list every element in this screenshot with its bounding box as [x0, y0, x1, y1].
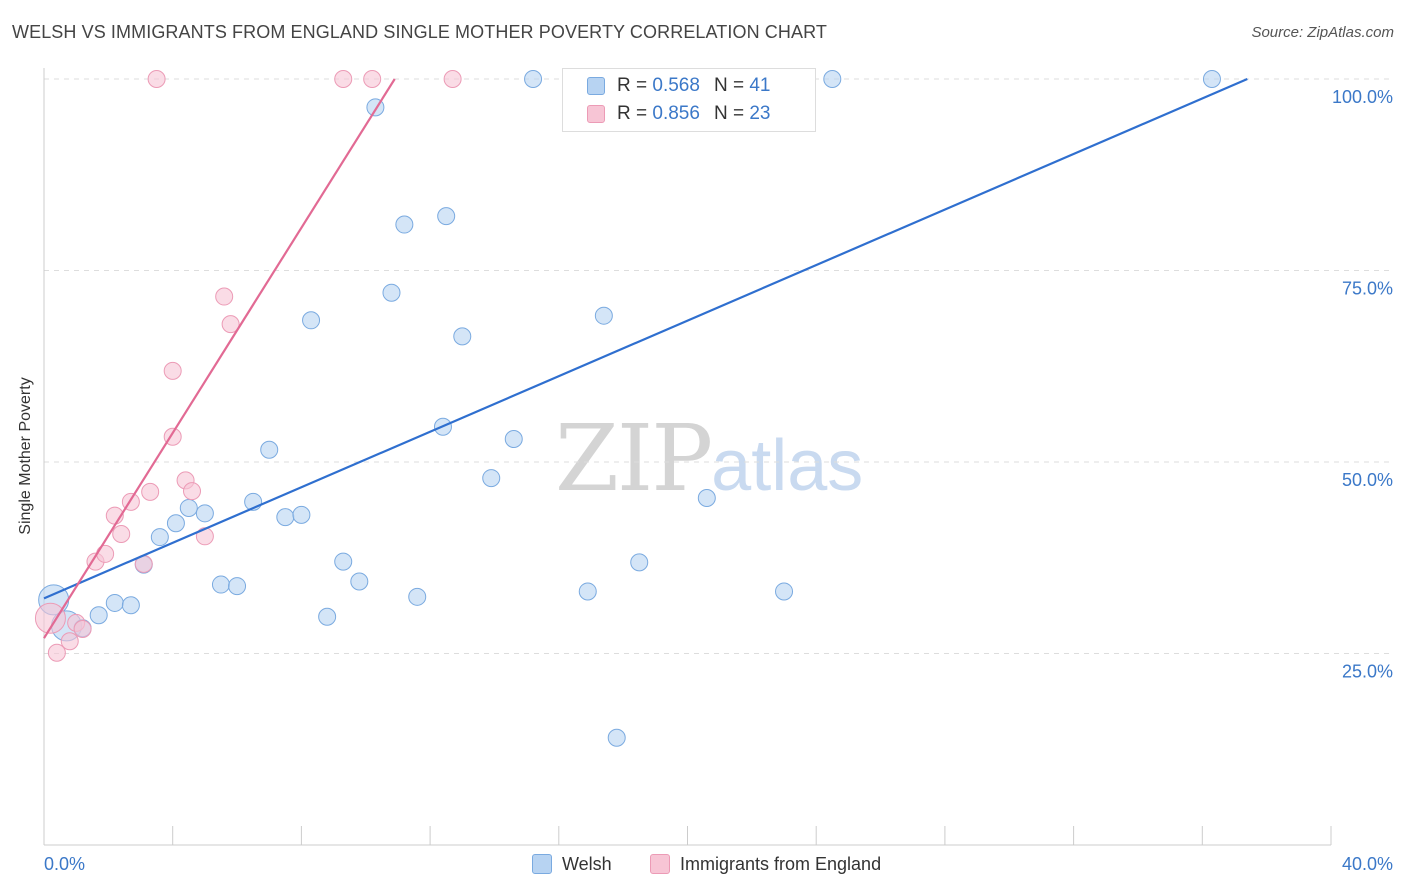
point-welsh	[89, 606, 108, 625]
point-welsh	[382, 283, 401, 302]
point-welsh	[408, 587, 427, 606]
y-tick-label: 75.0%	[1342, 279, 1393, 299]
point-england	[443, 70, 462, 88]
point-england	[147, 70, 166, 88]
point-england	[73, 619, 92, 638]
point-welsh	[302, 311, 321, 330]
point-welsh	[1202, 70, 1221, 88]
grid-lines	[44, 78, 1393, 654]
legend-welsh-r-label: R =	[617, 75, 648, 96]
x-tick-label-min: 0.0%	[44, 854, 85, 874]
point-welsh	[697, 489, 716, 508]
legend-welsh-n-value: 41	[749, 75, 771, 96]
axes	[43, 68, 1332, 846]
point-welsh	[607, 728, 626, 747]
point-welsh	[578, 582, 597, 601]
y-tick-label: 25.0%	[1342, 662, 1393, 682]
point-welsh	[150, 528, 169, 547]
y-axis-title: Single Mother Poverty	[17, 377, 34, 535]
point-england	[221, 315, 240, 334]
point-welsh	[350, 572, 369, 591]
bottom-legend-england: Immigrants from England	[650, 852, 881, 876]
watermark-zip: ZIP	[555, 405, 713, 512]
legend-welsh-n-label: N =	[713, 75, 745, 96]
tick-labels: 25.0% 50.0% 75.0% 100.0% 0.0% 40.0%	[44, 87, 1393, 874]
trendline-welsh	[43, 77, 1248, 600]
point-england	[96, 544, 115, 563]
point-england	[47, 643, 66, 662]
point-welsh	[105, 593, 124, 612]
bottom-legend-label-welsh: Welsh	[562, 853, 612, 874]
legend-welsh-r-value: 0.568	[652, 75, 700, 96]
point-england	[163, 361, 182, 380]
point-welsh	[211, 575, 230, 594]
point-england	[215, 287, 234, 306]
point-welsh	[482, 469, 501, 488]
point-welsh	[823, 70, 842, 88]
legend-swatch-england	[587, 105, 605, 123]
point-welsh	[228, 577, 247, 596]
point-england	[183, 482, 202, 501]
point-welsh	[594, 306, 613, 325]
trendline-england	[43, 78, 396, 639]
bottom-legend-swatch-welsh	[532, 854, 552, 874]
watermark-atlas: atlas	[711, 426, 864, 506]
y-tick-label: 100.0%	[1332, 87, 1393, 107]
legend-england-n-value: 23	[749, 103, 771, 124]
point-welsh	[121, 596, 140, 615]
point-welsh	[395, 215, 414, 234]
point-welsh	[437, 207, 456, 226]
chart-title: WELSH VS IMMIGRANTS FROM ENGLAND SINGLE …	[12, 22, 827, 42]
point-welsh	[334, 552, 353, 571]
point-welsh	[318, 607, 337, 626]
point-welsh	[453, 327, 472, 346]
correlation-legend: R = 0.568 N = 41 R = 0.856 N = 23	[562, 68, 816, 132]
trend-lines	[43, 77, 1248, 639]
point-welsh	[276, 508, 295, 527]
point-welsh	[524, 70, 543, 88]
bottom-legend-welsh: Welsh	[532, 852, 612, 876]
x-tick-label-max: 40.0%	[1342, 854, 1393, 874]
point-welsh	[775, 582, 794, 601]
point-welsh	[292, 505, 311, 524]
point-welsh	[504, 430, 523, 449]
point-england	[141, 482, 160, 501]
point-welsh	[195, 504, 214, 523]
point-england	[34, 602, 66, 634]
point-welsh	[166, 514, 185, 533]
point-england	[60, 632, 79, 651]
legend-row-welsh: R = 0.568 N = 41	[587, 73, 770, 99]
point-welsh	[630, 553, 649, 572]
source-credit: Source: ZipAtlas.com	[1251, 24, 1394, 41]
zipatlas-watermark: ZIPatlas	[555, 405, 863, 512]
point-england	[334, 70, 353, 88]
legend-swatch-welsh	[587, 77, 605, 95]
y-tick-label: 50.0%	[1342, 470, 1393, 490]
data-points	[34, 70, 1221, 747]
point-welsh	[179, 498, 198, 517]
point-england	[363, 70, 382, 88]
legend-england-r-value: 0.856	[652, 103, 700, 124]
bottom-legend-label-england: Immigrants from England	[680, 853, 882, 874]
legend-england-n-label: N =	[713, 103, 745, 124]
legend-row-england: R = 0.856 N = 23	[587, 101, 770, 127]
point-england	[112, 525, 131, 544]
legend-england-r-label: R =	[617, 103, 648, 124]
bottom-legend-swatch-england	[650, 854, 670, 874]
point-welsh	[260, 440, 279, 459]
